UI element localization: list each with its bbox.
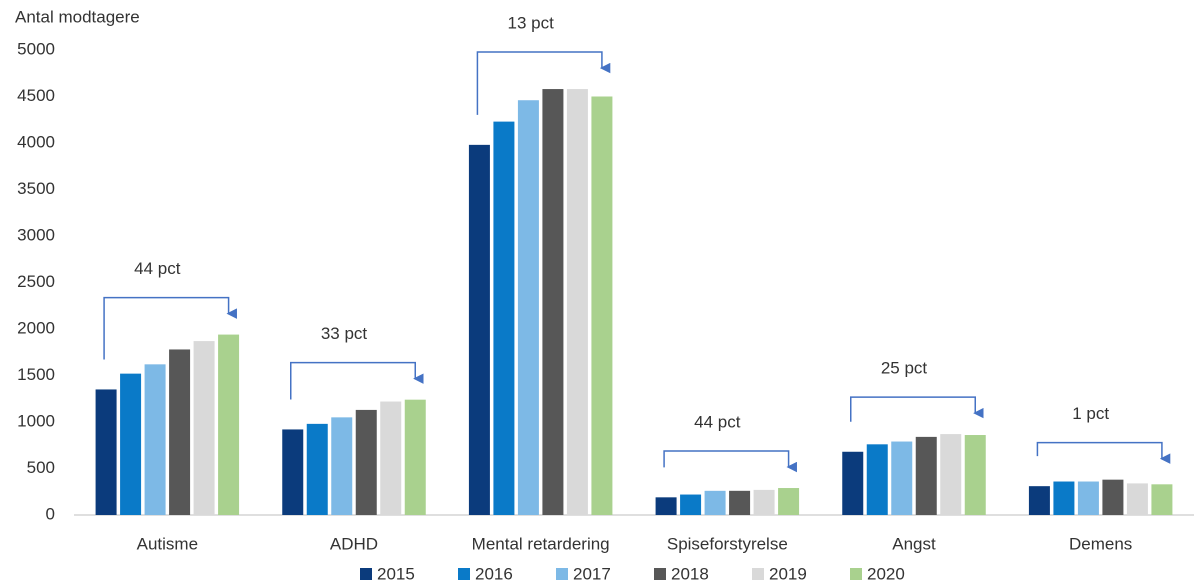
bar [704,490,726,515]
bar [566,89,588,515]
bar [1028,486,1050,515]
bar [1077,481,1099,515]
bar [964,435,986,515]
bar [729,490,751,515]
y-tick-label: 1500 [17,365,55,384]
bar [331,417,353,515]
annotation-bracket [850,396,984,422]
legend-label: 2016 [475,564,513,582]
x-tick-label: Autisme [137,534,198,553]
bar [542,89,564,515]
bar [493,121,515,516]
bar [1053,481,1075,515]
x-tick-label: Angst [892,534,936,553]
bar [1126,483,1148,515]
annotation-label: 44 pct [694,413,741,432]
legend-swatch [360,568,372,580]
annotation-bracket [103,296,237,360]
legend-swatch [654,568,666,580]
y-tick-label: 2000 [17,318,55,337]
bar [866,444,888,515]
bar [404,399,426,515]
y-tick-label: 5000 [17,39,55,58]
bar [680,494,702,515]
legend-label: 2015 [377,564,415,582]
bar [753,489,775,515]
bar [120,373,142,515]
legend-label: 2017 [573,564,611,582]
legend-swatch [752,568,764,580]
legend-swatch [850,568,862,580]
bar [891,441,913,515]
legend-swatch [458,568,470,580]
bar [95,389,117,515]
bar [193,341,215,515]
bar [355,409,377,515]
bar [655,497,677,515]
x-tick-label: Demens [1069,534,1132,553]
bar [468,144,490,516]
bar [282,429,304,515]
bar [144,364,166,515]
y-tick-label: 500 [27,458,55,477]
bar [169,349,191,515]
y-tick-label: 0 [46,504,55,523]
annotation-bracket [290,361,424,400]
legend-swatch [556,568,568,580]
x-tick-label: Mental retardering [472,534,610,553]
annotation-label: 1 pct [1072,404,1109,423]
bar [842,451,864,515]
x-tick-label: ADHD [330,534,378,553]
annotation-bracket [1036,441,1171,464]
y-tick-label: 2500 [17,272,55,291]
bar [1102,479,1124,515]
bar [218,334,240,515]
legend-label: 2019 [769,564,807,582]
bar [380,401,402,515]
y-tick-label: 1000 [17,411,55,430]
annotation-label: 44 pct [134,259,181,278]
annotation-bracket [663,450,797,473]
bar [778,488,800,515]
y-axis-title: Antal modtagere [15,7,140,26]
bar [306,423,328,515]
y-tick-label: 3500 [17,179,55,198]
legend-label: 2018 [671,564,709,582]
legend-label: 2020 [867,564,905,582]
x-tick-label: Spiseforstyrelse [667,534,788,553]
annotation-bracket [476,51,611,115]
bar [591,96,613,515]
bar [517,100,539,515]
y-tick-label: 3000 [17,225,55,244]
annotation-label: 13 pct [508,14,555,33]
bar [1151,484,1173,515]
bar [915,436,937,515]
y-tick-label: 4000 [17,132,55,151]
bar [940,434,962,515]
annotation-label: 33 pct [321,324,368,343]
y-tick-label: 4500 [17,86,55,105]
annotation-label: 25 pct [881,359,928,378]
